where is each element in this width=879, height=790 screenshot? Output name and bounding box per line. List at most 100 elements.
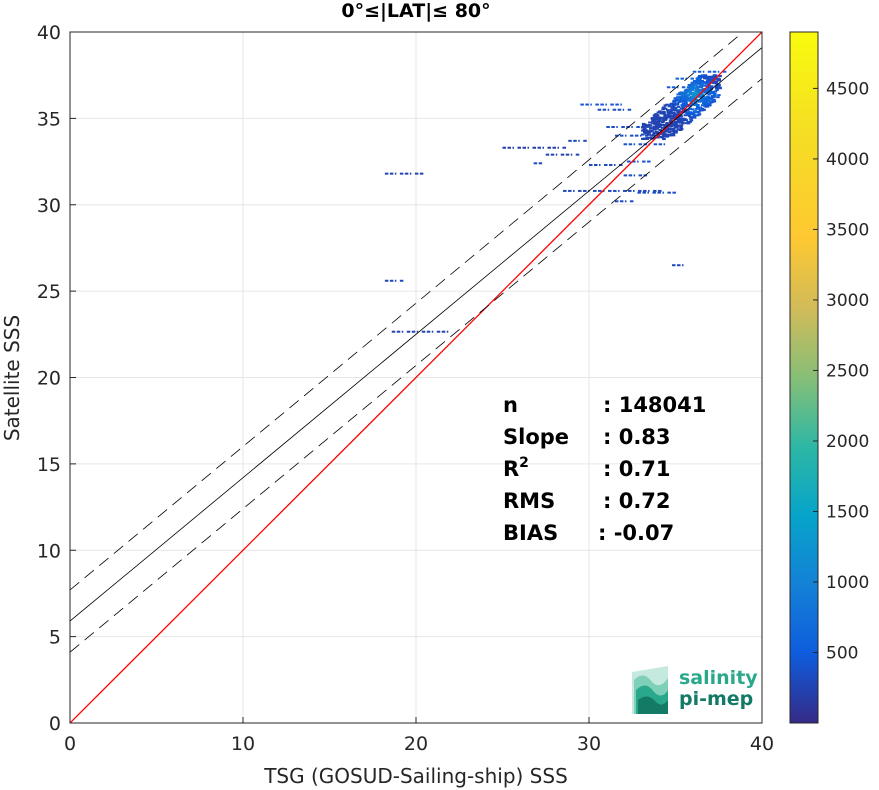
density-cell <box>590 103 592 106</box>
density-cell <box>716 79 721 82</box>
density-cell <box>617 108 622 111</box>
density-cell <box>672 191 676 194</box>
density-cell <box>661 108 665 111</box>
density-cell <box>676 86 679 89</box>
density-cell <box>648 121 652 124</box>
density-cell <box>697 110 701 113</box>
logo-text-pi-mep: pi-mep <box>679 688 753 710</box>
density-cell <box>623 189 627 192</box>
density-cell <box>673 115 677 118</box>
density-cell <box>624 200 627 203</box>
density-cell <box>658 189 662 192</box>
density-cell <box>631 126 633 129</box>
density-cell <box>661 106 666 109</box>
density-cell <box>677 264 681 267</box>
density-cell <box>712 98 716 101</box>
y-tick-label: 15 <box>37 454 61 476</box>
density-cell <box>704 105 708 108</box>
density-cell <box>693 110 698 113</box>
density-cell <box>706 100 711 103</box>
y-tick-label: 20 <box>37 368 61 390</box>
density-cell <box>620 103 622 106</box>
density-cell <box>664 117 668 120</box>
density-cell <box>575 153 580 156</box>
density-cell <box>689 102 694 105</box>
density-cell <box>688 107 692 110</box>
line-identity <box>70 32 762 723</box>
density-cell <box>695 114 700 117</box>
density-cell <box>696 103 700 106</box>
density-cell <box>714 80 719 83</box>
density-cell <box>697 75 702 78</box>
density-cell <box>614 200 619 203</box>
density-cell <box>697 88 701 91</box>
density-cell <box>663 143 666 146</box>
density-cell <box>700 107 705 110</box>
density-cell <box>632 160 636 163</box>
density-cell <box>693 82 697 85</box>
density-cell <box>654 116 658 119</box>
density-cell <box>668 110 672 113</box>
density-cell <box>671 105 675 108</box>
density-cell <box>713 92 717 95</box>
density-cell <box>669 111 674 114</box>
density-cell <box>661 132 666 135</box>
density-cell <box>673 108 678 111</box>
density-cell <box>663 118 668 121</box>
density-cell <box>680 104 684 107</box>
y-axis-title: Satellite SSS <box>0 315 24 441</box>
axis-ticks: 0 10 20 30 40 0 5 10 15 20 25 30 35 40 <box>37 22 774 755</box>
density-cell <box>663 125 667 128</box>
density-cell <box>711 90 716 93</box>
density-cell <box>711 95 715 98</box>
density-cell <box>683 117 687 120</box>
density-cell <box>627 160 631 163</box>
y-tick-label: 30 <box>37 195 61 217</box>
density-cell <box>618 189 620 192</box>
density-cell <box>687 96 692 99</box>
density-cell <box>686 121 690 124</box>
density-cell <box>668 134 673 137</box>
density-cell <box>683 96 687 99</box>
density-cell <box>652 131 657 134</box>
density-cell <box>706 81 710 84</box>
density-cell <box>698 109 703 112</box>
density-cell <box>712 82 716 85</box>
density-cell <box>688 104 693 107</box>
density-cell <box>649 130 654 133</box>
density-cell <box>583 139 587 142</box>
density-cell <box>636 126 640 129</box>
density-cell <box>654 113 658 116</box>
density-cell <box>689 86 693 89</box>
density-cell <box>656 136 660 139</box>
density-cell <box>623 143 628 146</box>
density-cell <box>679 127 684 130</box>
density-cell <box>695 105 700 108</box>
density-cell <box>672 117 676 120</box>
density-cell <box>661 120 666 123</box>
density-cell <box>704 102 708 105</box>
density-cell <box>696 85 700 88</box>
x-tick-label: 10 <box>231 733 255 755</box>
density-cell <box>643 189 647 192</box>
density-cell <box>642 131 647 134</box>
density-cell <box>399 279 404 282</box>
density-cell <box>684 104 688 107</box>
density-cell <box>714 82 719 85</box>
density-cell <box>619 200 624 203</box>
density-cell <box>656 111 661 114</box>
density-cell <box>597 108 602 111</box>
density-cell <box>673 97 678 100</box>
density-cell <box>659 135 664 138</box>
density-cell <box>682 264 684 267</box>
density-cell <box>678 100 682 103</box>
density-cell <box>512 146 514 149</box>
density-cell <box>653 143 658 146</box>
density-cell <box>595 103 599 106</box>
line-fit <box>70 47 762 622</box>
colorbar-tick-label: 1000 <box>826 573 869 593</box>
density-cell <box>517 146 521 149</box>
density-cell <box>604 164 608 167</box>
density-cell <box>717 70 720 73</box>
density-cell <box>687 115 692 118</box>
